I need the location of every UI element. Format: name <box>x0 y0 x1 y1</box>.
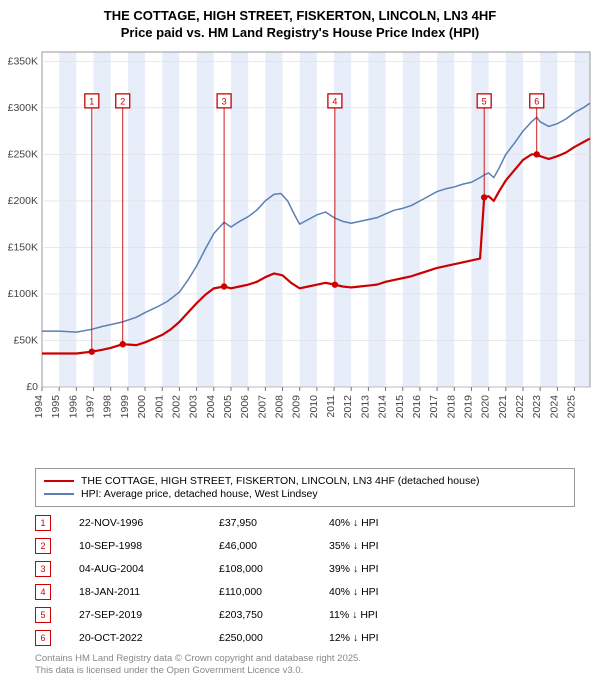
sale-marker-1: 1 <box>35 515 51 531</box>
svg-text:3: 3 <box>222 96 227 106</box>
svg-text:£200K: £200K <box>8 195 38 207</box>
sale-marker-2: 2 <box>35 538 51 554</box>
legend: THE COTTAGE, HIGH STREET, FISKERTON, LIN… <box>35 468 575 507</box>
svg-text:1996: 1996 <box>67 395 79 419</box>
svg-text:2006: 2006 <box>239 395 251 419</box>
svg-text:1998: 1998 <box>102 395 114 419</box>
sale-price: £250,000 <box>219 632 329 644</box>
svg-text:1999: 1999 <box>119 395 131 419</box>
svg-text:2004: 2004 <box>205 395 217 419</box>
legend-label: HPI: Average price, detached house, West… <box>81 488 318 500</box>
svg-text:1: 1 <box>89 96 94 106</box>
svg-text:2023: 2023 <box>531 395 543 419</box>
svg-text:6: 6 <box>534 96 539 106</box>
svg-text:2007: 2007 <box>256 395 268 419</box>
sale-diff: 35% ↓ HPI <box>329 540 449 552</box>
svg-text:£0: £0 <box>26 381 38 393</box>
sale-marker-5: 5 <box>35 607 51 623</box>
svg-text:£150K: £150K <box>8 241 38 253</box>
sale-date: 10-SEP-1998 <box>79 540 219 552</box>
svg-text:4: 4 <box>332 96 337 106</box>
svg-text:2012: 2012 <box>342 395 354 419</box>
svg-text:2005: 2005 <box>222 395 234 419</box>
sale-diff: 40% ↓ HPI <box>329 586 449 598</box>
svg-text:2011: 2011 <box>325 395 337 418</box>
title-line-2: Price paid vs. HM Land Registry's House … <box>0 25 600 42</box>
sale-diff: 39% ↓ HPI <box>329 563 449 575</box>
legend-item-hpi: HPI: Average price, detached house, West… <box>44 488 566 500</box>
svg-text:2020: 2020 <box>480 395 492 419</box>
svg-text:2022: 2022 <box>514 395 526 419</box>
table-row: 2 10-SEP-1998£46,00035% ↓ HPI <box>35 538 575 554</box>
svg-text:2010: 2010 <box>308 395 320 419</box>
sale-marker-3: 3 <box>35 561 51 577</box>
svg-text:1997: 1997 <box>85 395 97 419</box>
svg-text:2009: 2009 <box>291 395 303 419</box>
sale-price: £203,750 <box>219 609 329 621</box>
svg-text:2003: 2003 <box>188 395 200 419</box>
legend-swatch <box>44 480 74 483</box>
svg-text:2000: 2000 <box>136 395 148 419</box>
svg-text:2015: 2015 <box>394 395 406 419</box>
sale-diff: 11% ↓ HPI <box>329 609 449 621</box>
svg-text:2018: 2018 <box>445 395 457 419</box>
svg-text:2014: 2014 <box>377 395 389 419</box>
sale-diff: 40% ↓ HPI <box>329 517 449 529</box>
sale-date: 18-JAN-2011 <box>79 586 219 598</box>
sale-price: £46,000 <box>219 540 329 552</box>
svg-text:1995: 1995 <box>50 395 62 419</box>
sale-price: £37,950 <box>219 517 329 529</box>
svg-text:2019: 2019 <box>462 395 474 419</box>
svg-text:2: 2 <box>120 96 125 106</box>
sale-price: £110,000 <box>219 586 329 598</box>
title-line-1: THE COTTAGE, HIGH STREET, FISKERTON, LIN… <box>0 8 600 25</box>
svg-text:2016: 2016 <box>411 395 423 419</box>
svg-text:2008: 2008 <box>274 395 286 419</box>
chart-title: THE COTTAGE, HIGH STREET, FISKERTON, LIN… <box>0 0 600 42</box>
sales-table: 122-NOV-1996£37,95040% ↓ HPI210-SEP-1998… <box>35 515 575 646</box>
svg-text:2021: 2021 <box>497 395 509 419</box>
legend-swatch <box>44 493 74 496</box>
legend-label: THE COTTAGE, HIGH STREET, FISKERTON, LIN… <box>81 475 480 487</box>
sale-marker-4: 4 <box>35 584 51 600</box>
svg-text:2002: 2002 <box>170 395 182 419</box>
sale-marker-6: 6 <box>35 630 51 646</box>
table-row: 6 20-OCT-2022£250,00012% ↓ HPI <box>35 630 575 646</box>
svg-text:1994: 1994 <box>33 395 45 419</box>
svg-text:5: 5 <box>482 96 487 106</box>
sale-date: 22-NOV-1996 <box>79 517 219 529</box>
line-chart: £0 £50K £100K £150K £200K £250K £300K £350K 1994… <box>0 42 600 462</box>
svg-text:£250K: £250K <box>8 148 38 160</box>
legend-item-price-paid: THE COTTAGE, HIGH STREET, FISKERTON, LIN… <box>44 475 566 487</box>
sale-date: 20-OCT-2022 <box>79 632 219 644</box>
svg-text:£100K: £100K <box>8 288 38 300</box>
chart-area: £0 £50K £100K £150K £200K £250K £300K £350K 1994… <box>0 42 600 462</box>
footer-line: Contains HM Land Registry data © Crown c… <box>35 653 575 665</box>
table-row: 4 18-JAN-2011£110,00040% ↓ HPI <box>35 584 575 600</box>
svg-text:£350K: £350K <box>8 55 38 67</box>
svg-text:2024: 2024 <box>548 395 560 419</box>
table-row: 1 22-NOV-1996£37,95040% ↓ HPI <box>35 515 575 531</box>
footer-line: This data is licensed under the Open Gov… <box>35 665 575 677</box>
attribution-footer: Contains HM Land Registry data © Crown c… <box>35 653 575 678</box>
sale-price: £108,000 <box>219 563 329 575</box>
sale-date: 27-SEP-2019 <box>79 609 219 621</box>
sale-diff: 12% ↓ HPI <box>329 632 449 644</box>
svg-text:2017: 2017 <box>428 395 440 419</box>
svg-text:2013: 2013 <box>359 395 371 419</box>
svg-text:£300K: £300K <box>8 102 38 114</box>
sale-date: 04-AUG-2004 <box>79 563 219 575</box>
svg-text:2025: 2025 <box>566 395 578 419</box>
table-row: 5 27-SEP-2019£203,75011% ↓ HPI <box>35 607 575 623</box>
table-row: 3 04-AUG-2004£108,00039% ↓ HPI <box>35 561 575 577</box>
svg-text:2001: 2001 <box>153 395 165 419</box>
svg-text:£50K: £50K <box>13 334 38 346</box>
